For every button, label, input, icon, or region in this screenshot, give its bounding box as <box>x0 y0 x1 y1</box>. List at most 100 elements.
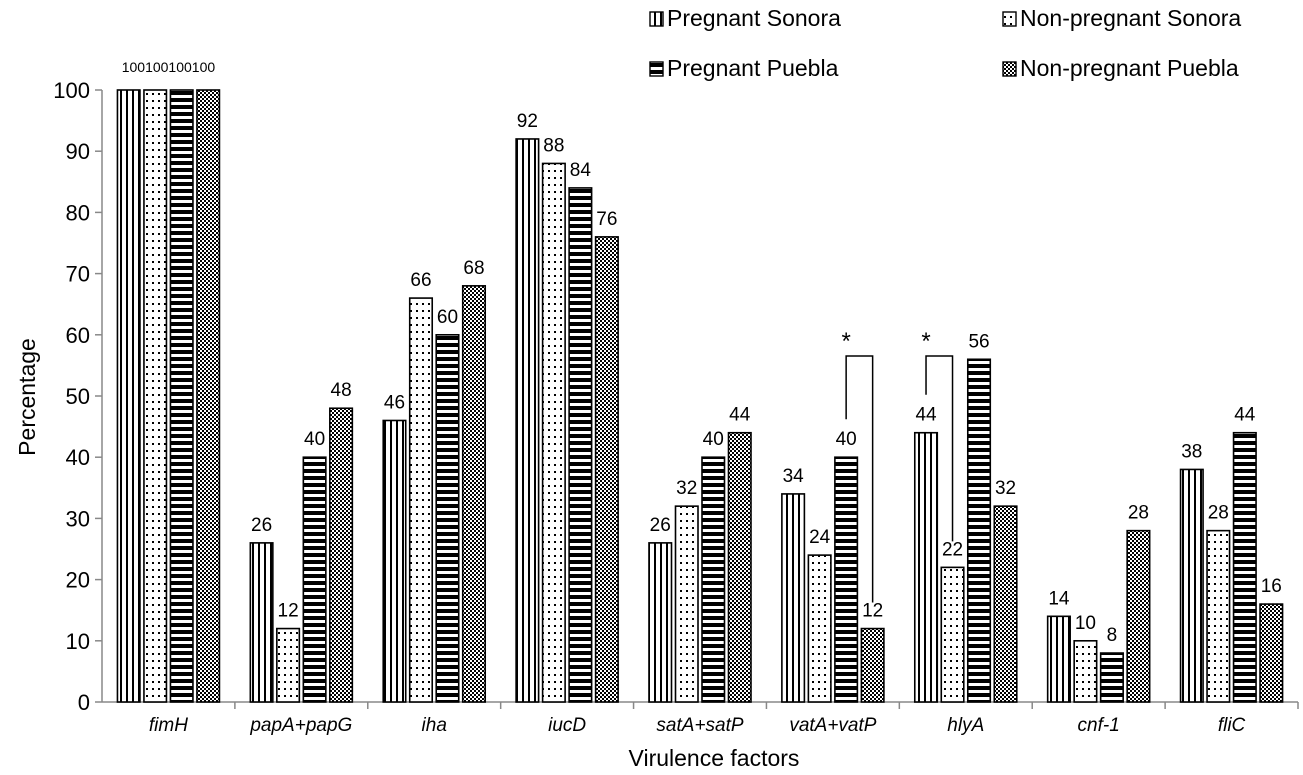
data-label: 10 <box>1075 613 1096 634</box>
bar-checker <box>594 236 619 703</box>
x-tick-label: iucD <box>548 715 586 736</box>
bar-horizontal-stripes <box>302 456 327 703</box>
data-label: 68 <box>463 258 484 279</box>
data-label: 44 <box>1234 405 1256 426</box>
bar-horizontal-stripes <box>568 187 593 703</box>
y-tick-label: 50 <box>66 384 90 409</box>
bar-checker <box>860 627 885 703</box>
legend-swatch <box>649 11 664 27</box>
x-tick-label: iha <box>422 715 447 736</box>
legend-label: Non-pregnant Sonora <box>1020 5 1241 31</box>
data-label: 46 <box>384 392 405 413</box>
bar-horizontal-stripes <box>1099 652 1124 703</box>
data-label: 56 <box>968 331 989 352</box>
legend-label: Non-pregnant Puebla <box>1020 55 1239 81</box>
data-label: 24 <box>809 527 831 548</box>
significance-bracket <box>845 355 874 603</box>
significance-asterisk: * <box>921 328 930 355</box>
bar-checker <box>461 285 487 703</box>
bar-checker <box>196 89 221 703</box>
bar-vertical-stripes <box>382 419 407 703</box>
bar-horizontal-stripes <box>834 456 859 703</box>
data-label: 32 <box>676 478 697 499</box>
x-tick-label: fliC <box>1218 715 1246 736</box>
data-label: 44 <box>915 405 937 426</box>
bar-horizontal-stripes <box>966 358 992 703</box>
y-tick-label: 30 <box>66 506 90 531</box>
data-label: 40 <box>304 429 325 450</box>
bar-dots <box>276 627 301 703</box>
x-tick-label: cnf-1 <box>1078 715 1120 736</box>
data-label: 26 <box>650 515 671 536</box>
data-label: 76 <box>596 209 617 230</box>
data-label: 28 <box>1128 503 1149 524</box>
data-label: 66 <box>410 270 431 291</box>
significance-bracket <box>925 355 954 542</box>
bar-checker <box>1126 529 1151 703</box>
legend-swatch <box>1002 11 1017 27</box>
data-label: 100100100100 <box>122 59 216 75</box>
data-label: 60 <box>437 307 458 328</box>
x-tick-label: fimH <box>149 715 188 736</box>
bar-vertical-stripes <box>1179 468 1204 703</box>
bar-dots <box>1206 529 1231 703</box>
bar-dots <box>807 554 832 703</box>
bar-checker <box>993 505 1018 703</box>
x-tick-label: satA+satP <box>656 715 743 736</box>
data-label: 48 <box>331 380 352 401</box>
data-label: 44 <box>729 405 751 426</box>
legend: Pregnant Sonora Non-pregnant Sonora Pregna… <box>649 5 1241 81</box>
bar-dots <box>940 566 965 703</box>
data-label: 16 <box>1261 576 1282 597</box>
bar-horizontal-stripes <box>435 333 460 703</box>
data-label: 28 <box>1208 503 1229 524</box>
bar-checker <box>1259 603 1284 703</box>
y-tick-label: 20 <box>66 568 90 593</box>
bar-vertical-stripes <box>1046 615 1071 703</box>
y-tick-label: 70 <box>66 262 90 287</box>
bar-checker <box>329 407 354 703</box>
data-label: 26 <box>251 515 272 536</box>
data-label: 12 <box>278 601 299 622</box>
bar-dots <box>541 162 566 703</box>
bar-horizontal-stripes <box>169 89 194 703</box>
bar-horizontal-stripes <box>1232 431 1257 703</box>
legend-label: Pregnant Puebla <box>667 55 839 81</box>
bar-vertical-stripes <box>913 431 939 703</box>
y-tick-label: 100 <box>53 78 90 103</box>
y-tick-label: 10 <box>66 629 90 654</box>
plot-area: 0 10 20 30 40 50 60 70 80 90 100 fimH 100100100100 pa… <box>53 59 1299 736</box>
bar-dots <box>408 297 434 703</box>
bar-vertical-stripes <box>781 493 806 703</box>
data-label: 92 <box>517 111 538 132</box>
y-tick-label: 80 <box>66 200 90 225</box>
x-axis-label: Virulence factors <box>629 745 800 770</box>
legend-label: Pregnant Sonora <box>667 5 841 31</box>
y-tick-label: 40 <box>66 445 90 470</box>
y-tick-label: 90 <box>66 139 90 164</box>
data-label: 14 <box>1048 588 1070 609</box>
y-axis-label: Percentage <box>14 338 40 456</box>
bar-vertical-stripes <box>249 542 274 703</box>
data-label: 38 <box>1181 441 1202 462</box>
data-label: 88 <box>543 135 564 156</box>
y-tick-label: 60 <box>66 323 90 348</box>
data-label: 22 <box>942 539 963 560</box>
bar-vertical-stripes <box>515 138 540 703</box>
legend-swatch <box>1002 61 1017 77</box>
bar-vertical-stripes <box>116 89 141 703</box>
bar-checker <box>727 431 752 703</box>
significance-asterisk: * <box>841 328 850 355</box>
legend-swatch <box>649 61 664 77</box>
bar-dots <box>1073 639 1098 703</box>
x-tick-label: papA+papG <box>249 715 352 736</box>
bar-dots <box>143 89 168 703</box>
data-label: 12 <box>862 601 883 622</box>
bar-dots <box>674 505 699 703</box>
x-tick-label: hlyA <box>947 715 984 736</box>
x-tick-label: vatA+vatP <box>789 715 876 736</box>
data-label: 32 <box>995 478 1016 499</box>
data-label: 40 <box>836 429 857 450</box>
